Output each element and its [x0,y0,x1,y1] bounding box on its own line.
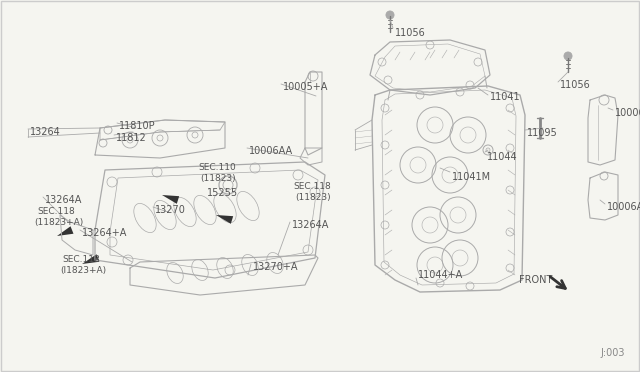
Text: 11056: 11056 [560,80,591,90]
Text: SEC.118: SEC.118 [37,207,75,216]
Text: 11812: 11812 [116,133,147,143]
Text: 11044: 11044 [487,152,518,162]
Text: 11041M: 11041M [452,172,491,182]
Polygon shape [82,254,99,264]
Text: 11044+A: 11044+A [418,270,463,280]
Text: 10006AA: 10006AA [249,146,293,156]
Text: 11095: 11095 [527,128,557,138]
Text: 11056: 11056 [395,28,426,38]
Polygon shape [216,215,233,224]
Text: SEC.118: SEC.118 [62,255,100,264]
Circle shape [564,52,572,60]
Text: 10006A: 10006A [607,202,640,212]
Text: J:003: J:003 [600,348,625,358]
Polygon shape [162,195,179,204]
Text: SEC.118: SEC.118 [293,182,331,191]
Polygon shape [57,226,74,236]
Circle shape [386,11,394,19]
Text: 13270+A: 13270+A [253,262,298,272]
Text: (11823+A): (11823+A) [34,218,83,227]
Text: 10006: 10006 [615,108,640,118]
Text: SEC.110: SEC.110 [198,163,236,172]
Text: 10005+A: 10005+A [283,82,328,92]
Text: 13264+A: 13264+A [82,228,127,238]
Text: 11041: 11041 [490,92,520,102]
Text: (11823): (11823) [295,193,331,202]
Text: (11823): (11823) [200,174,236,183]
Text: 13264: 13264 [30,127,61,137]
Text: (I1823+A): (I1823+A) [60,266,106,275]
Text: 13270: 13270 [155,205,186,215]
Text: 13264A: 13264A [292,220,330,230]
Text: 11810P: 11810P [119,121,156,131]
Text: 13264A: 13264A [45,195,83,205]
Text: 15255: 15255 [207,188,238,198]
Text: FRONT: FRONT [519,275,552,285]
